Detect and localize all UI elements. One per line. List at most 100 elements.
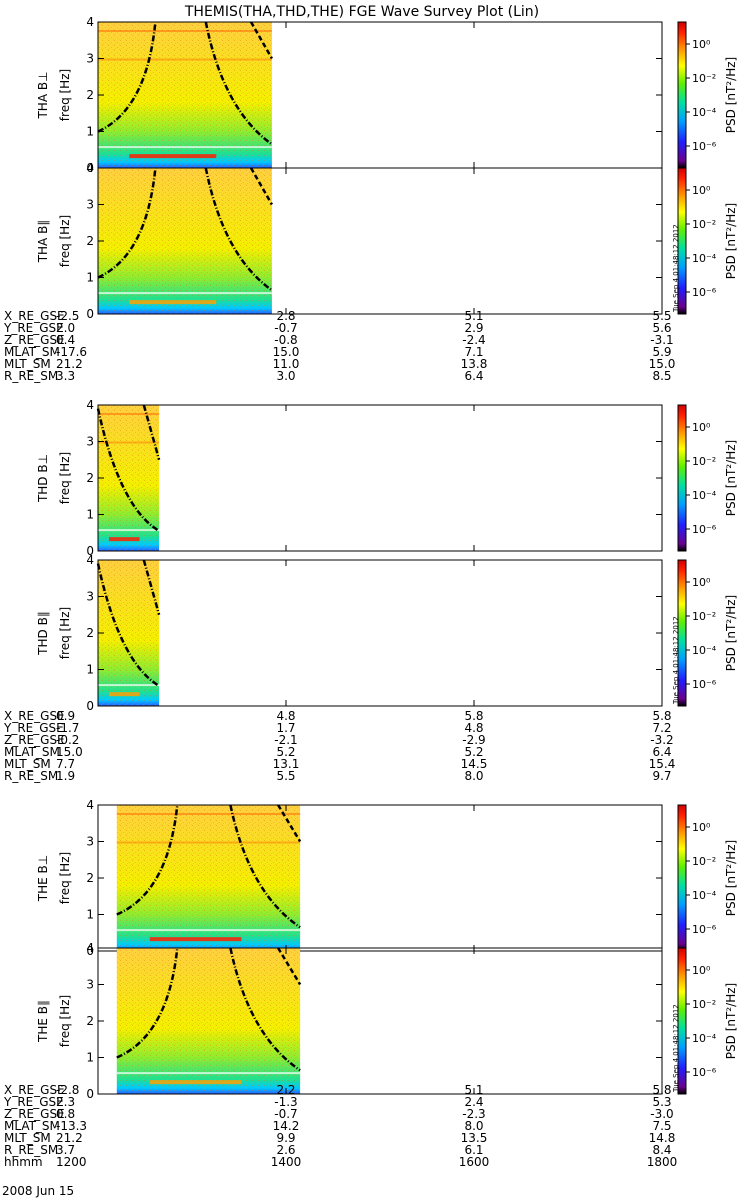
- y-axis-label: freq [Hz]: [58, 69, 72, 121]
- colorbar-tick-label: 10⁻⁶: [692, 523, 717, 536]
- footer-date: 2008 Jun 15: [2, 1184, 74, 1198]
- ephemeris-name: MLAT_SM: [4, 345, 60, 359]
- emission-band: [116, 813, 301, 815]
- spectrogram-noise: [116, 948, 301, 1094]
- spectrogram-noise: [98, 168, 272, 314]
- ephemeris-value: 14.8: [649, 1131, 676, 1145]
- panel-label: THE B⊥: [36, 855, 50, 902]
- ephemeris-value: -2.3: [462, 1107, 485, 1121]
- y-tick-label: 1: [86, 663, 94, 677]
- colorbar-scale: [677, 404, 687, 552]
- ephemeris-value: 1600: [459, 1155, 490, 1169]
- gyrofrequency-trace: [277, 804, 302, 843]
- colorbar-tick-label: 10⁻²: [692, 610, 716, 623]
- y-tick-label: 1: [86, 508, 94, 522]
- ephemeris-name: MLT_SM: [4, 1131, 51, 1145]
- y-axis-label: freq [Hz]: [58, 852, 72, 904]
- colorbar-scale: [677, 804, 687, 952]
- ephemeris-value: 6.1: [464, 1143, 483, 1157]
- gyrofrequency-trace: [142, 404, 161, 461]
- y-tick-label: 2: [86, 234, 94, 248]
- ephemeris-name: MLT_SM: [4, 757, 51, 771]
- y-tick-label: 0: [86, 307, 94, 321]
- emission-band: [149, 937, 242, 942]
- spectrogram-noise: [98, 560, 160, 706]
- ephemeris-value: 5.3: [652, 1095, 671, 1109]
- gyrofrequency-trace: [249, 167, 273, 206]
- y-tick-label: 0: [86, 161, 94, 175]
- y-tick-label: 3: [86, 590, 94, 604]
- ephemeris-value: 5.9: [652, 345, 671, 359]
- gyrofrequency-trace: [116, 947, 179, 1059]
- colorbar-label: PSD [nT²/Hz]: [724, 203, 738, 279]
- colorbar-tick-label: 10⁻²: [692, 455, 716, 468]
- y-tick-label: 3: [86, 52, 94, 66]
- ephemeris-name: Y_RE_GSE: [3, 721, 64, 735]
- ephemeris-value: -13.3: [56, 1119, 87, 1133]
- panel-label: THD B⊥: [36, 454, 50, 503]
- y-tick-label: 2: [86, 626, 94, 640]
- y-tick-label: 1: [86, 271, 94, 285]
- ephemeris-value: 6.4: [652, 745, 671, 759]
- y-tick-label: 4: [86, 798, 94, 812]
- emission-band: [116, 929, 301, 932]
- probe-thd: 0 1 2 3 4 THD B⊥ freq [Hz] 10⁰ 10⁻² 10⁻⁴ 10⁻⁶ PSD […: [3, 398, 738, 783]
- panel-label: THE B∥: [36, 1000, 50, 1043]
- y-axis-label: freq [Hz]: [58, 607, 72, 659]
- ephemeris-value: -1.3: [274, 1095, 297, 1109]
- ephemeris-value: 2.6: [276, 1143, 295, 1157]
- y-axis-label: freq [Hz]: [58, 995, 72, 1047]
- ephemeris-value: -0.2: [56, 733, 79, 747]
- y-tick-label: 0: [86, 544, 94, 558]
- ephemeris-value: 5.1: [464, 1083, 483, 1097]
- panel-label: THA B⊥: [36, 71, 50, 119]
- ephemeris-value: -0.8: [274, 333, 297, 347]
- panel-frame: [97, 559, 663, 707]
- ephemeris-value: 21.2: [56, 1131, 83, 1145]
- ephemeris-value: 15.4: [649, 757, 676, 771]
- y-tick-label: 3: [86, 835, 94, 849]
- y-tick-label: 4: [86, 398, 94, 412]
- spectrogram-noise: [98, 22, 272, 168]
- ephemeris-value: 5.5: [276, 769, 295, 783]
- colorbar-tick-label: 10⁻⁶: [692, 140, 717, 153]
- y-tick-label: 0: [86, 944, 94, 958]
- ephemeris-value: 13.1: [273, 757, 300, 771]
- ephemeris-value: 8.0: [464, 1119, 483, 1133]
- ephemeris-value: 1.7: [276, 721, 295, 735]
- panel-the-1: 0 1 2 3 4 THE B∥ freq [Hz] 10⁰ 10⁻² 10⁻⁴ 10⁻⁶ PSD […: [36, 941, 738, 1101]
- colorbar: 10⁰ 10⁻² 10⁻⁴ 10⁻⁶ PSD [nT²/Hz] Tue Sep 4 01:…: [672, 947, 738, 1095]
- colorbar-label: PSD [nT²/Hz]: [724, 595, 738, 671]
- ephemeris-name: MLAT_SM: [4, 745, 60, 759]
- panel-tha-0: 0 1 2 3 4 THA B⊥ freq [Hz] 10⁰ 10⁻² 10⁻⁴ 10⁻⁶ PSD […: [36, 15, 738, 175]
- probe-tha: 0 1 2 3 4 THA B⊥ freq [Hz] 10⁰ 10⁻² 10⁻⁴ 10⁻⁶ PSD […: [3, 15, 738, 383]
- plot-area: 0 1 2 3 4 THA B⊥ freq [Hz] 10⁰ 10⁻² 10⁻⁴ 10⁻⁶ PSD […: [3, 15, 738, 1169]
- ephemeris-value: -17.6: [56, 345, 87, 359]
- ephemeris-name: Y_RE_GSE: [3, 1095, 64, 1109]
- emission-band: [98, 413, 160, 415]
- ephemeris-name: Y_RE_GSE: [3, 321, 64, 335]
- ephemeris-value: 1800: [647, 1155, 678, 1169]
- emission-band: [98, 441, 160, 444]
- colorbar-scale: [677, 947, 687, 1095]
- run-timestamp: Tue Sep 4 01:48:12 2012: [672, 224, 680, 313]
- y-tick-label: 1: [86, 908, 94, 922]
- ephemeris-name: Z_RE_GSE: [4, 333, 65, 347]
- colorbar-tick-label: 10⁰: [692, 964, 711, 977]
- ephemeris-value: -3.0: [650, 1107, 673, 1121]
- colorbar-label: PSD [nT²/Hz]: [724, 440, 738, 516]
- ephemeris-value: -0.7: [274, 321, 297, 335]
- y-tick-label: 4: [86, 941, 94, 955]
- ephemeris-value: 1.9: [56, 769, 75, 783]
- emission-band: [149, 1080, 242, 1085]
- ephemeris-value: 6.4: [464, 369, 483, 383]
- colorbar-tick-label: 10⁻⁶: [692, 286, 717, 299]
- ephemeris-value: 3.3: [56, 369, 75, 383]
- ephemeris-value: 15.0: [273, 345, 300, 359]
- ephemeris-value: -1.7: [56, 721, 79, 735]
- ephemeris-value: 5.2: [276, 745, 295, 759]
- ephemeris-value: 15.0: [56, 745, 83, 759]
- emission-band: [108, 537, 140, 542]
- colorbar-label: PSD [nT²/Hz]: [724, 57, 738, 133]
- ephemeris-value: 13.5: [461, 1131, 488, 1145]
